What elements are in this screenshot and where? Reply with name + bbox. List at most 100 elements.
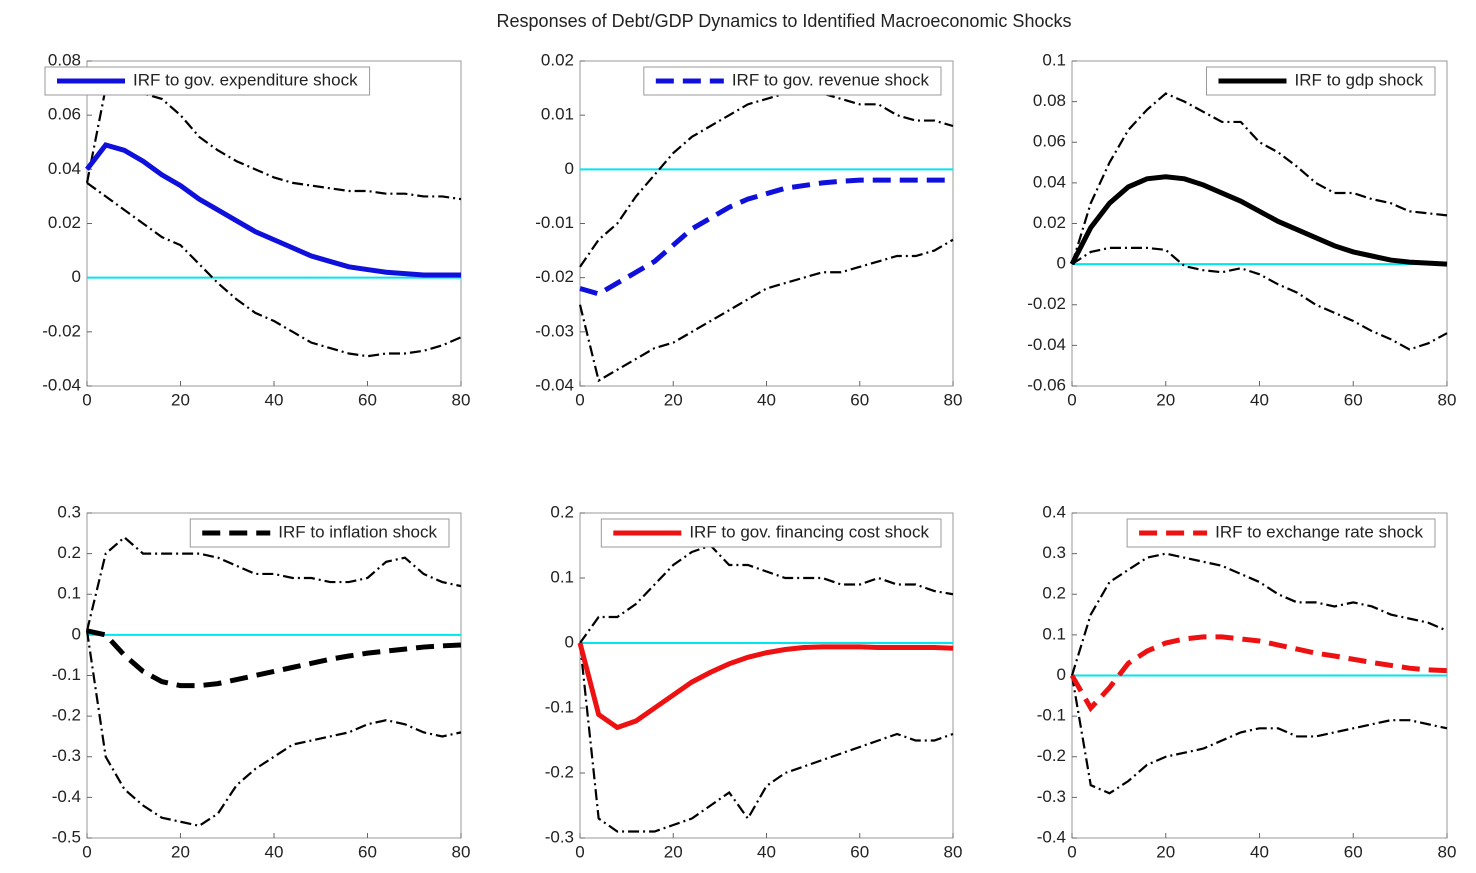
x-tick-label: 40 bbox=[757, 842, 776, 861]
y-tick-label: -0.02 bbox=[42, 321, 81, 340]
x-tick-label: 20 bbox=[664, 842, 683, 861]
y-tick-label: 0.1 bbox=[1042, 50, 1066, 69]
x-tick-label: 80 bbox=[944, 842, 963, 861]
x-tick-label: 0 bbox=[82, 390, 91, 409]
y-tick-label: 0.1 bbox=[550, 567, 574, 586]
y-tick-label: 0.08 bbox=[48, 50, 81, 69]
y-tick-label: 0 bbox=[1057, 665, 1066, 684]
confidence-band bbox=[1070, 92, 1448, 265]
x-tick-label: 0 bbox=[575, 842, 584, 861]
y-tick-label: -0.2 bbox=[52, 706, 81, 725]
subplot: -0.3 -0.2 -0.1 0 0.1 0.2 0 20 40 60 80 IRF to gov. … bbox=[545, 502, 963, 861]
y-tick-label: 0.01 bbox=[541, 105, 574, 124]
y-tick-label: 0.2 bbox=[57, 543, 81, 562]
y-tick-label: -0.3 bbox=[545, 827, 574, 846]
y-tick-label: 0.04 bbox=[1033, 172, 1066, 191]
subplot: -0.5 -0.4 -0.3 -0.2 -0.1 0 0.1 0.2 0.3 0 20 40 60 80 I… bbox=[52, 502, 471, 861]
y-tick-label: 0.06 bbox=[1033, 132, 1066, 151]
x-tick-label: 40 bbox=[265, 390, 284, 409]
irf-line bbox=[579, 177, 953, 297]
y-tick-label: -0.2 bbox=[1037, 746, 1066, 765]
x-tick-label: 20 bbox=[664, 390, 683, 409]
x-tick-label: 40 bbox=[1250, 390, 1269, 409]
y-tick-label: 0.2 bbox=[550, 502, 574, 521]
y-tick-label: 0 bbox=[1057, 254, 1066, 273]
legend-label: IRF to gov. financing cost shock bbox=[689, 522, 929, 541]
legend: IRF to gov. expenditure shock bbox=[44, 66, 371, 96]
y-tick-label: 0 bbox=[72, 624, 81, 643]
confidence-band bbox=[578, 238, 954, 383]
x-tick-label: 20 bbox=[1156, 842, 1175, 861]
x-tick-label: 80 bbox=[452, 842, 471, 861]
y-tick-label: -0.06 bbox=[1027, 375, 1066, 394]
plot-frame bbox=[579, 60, 954, 387]
y-tick-label: -0.04 bbox=[1027, 335, 1066, 354]
y-tick-label: 0.3 bbox=[1042, 543, 1066, 562]
y-tick-label: -0.03 bbox=[535, 321, 574, 340]
x-tick-label: 60 bbox=[850, 842, 869, 861]
y-tick-label: 0 bbox=[72, 267, 81, 286]
confidence-band bbox=[85, 81, 462, 201]
confidence-band bbox=[1071, 246, 1448, 351]
y-tick-label: -0.4 bbox=[1037, 827, 1066, 846]
y-tick-label: 0.2 bbox=[1042, 584, 1066, 603]
confidence-band bbox=[579, 92, 954, 268]
y-tick-label: 0.08 bbox=[1033, 91, 1066, 110]
confidence-band bbox=[1070, 675, 1448, 795]
x-tick-label: 80 bbox=[1438, 390, 1457, 409]
legend-label: IRF to exchange rate shock bbox=[1215, 522, 1423, 541]
x-tick-label: 0 bbox=[1067, 390, 1076, 409]
legend-label: IRF to inflation shock bbox=[278, 522, 437, 541]
subplot: -0.4 -0.3 -0.2 -0.1 0 0.1 0.2 0.3 0.4 0 20 40 60 80 IR… bbox=[1037, 502, 1457, 861]
subplot: -0.04 -0.02 0 0.02 0.04 0.06 0.08 0 20 40 60 80 IRF … bbox=[42, 50, 470, 409]
subplot: -0.04 -0.03 -0.02 -0.01 0 0.01 0.02 0 20 40 60 80 IR… bbox=[535, 50, 962, 409]
x-tick-label: 80 bbox=[944, 390, 963, 409]
y-tick-label: -0.1 bbox=[52, 665, 81, 684]
legend: IRF to inflation shock bbox=[189, 518, 450, 548]
y-tick-label: 0.04 bbox=[48, 159, 81, 178]
x-tick-label: 60 bbox=[850, 390, 869, 409]
y-tick-label: 0.1 bbox=[57, 584, 81, 603]
x-tick-label: 60 bbox=[358, 390, 377, 409]
y-tick-label: 0.3 bbox=[57, 502, 81, 521]
y-tick-label: -0.2 bbox=[545, 762, 574, 781]
legend-label: IRF to gdp shock bbox=[1294, 70, 1423, 89]
legend: IRF to gdp shock bbox=[1205, 66, 1436, 96]
y-tick-label: -0.04 bbox=[42, 375, 81, 394]
y-tick-label: 0.4 bbox=[1042, 502, 1066, 521]
y-tick-label: -0.01 bbox=[535, 213, 574, 232]
x-tick-label: 0 bbox=[1067, 842, 1076, 861]
confidence-band bbox=[86, 181, 462, 358]
plot-frame bbox=[86, 512, 462, 839]
x-tick-label: 60 bbox=[1344, 842, 1363, 861]
y-tick-label: 0.02 bbox=[48, 213, 81, 232]
plot-frame bbox=[579, 512, 954, 839]
irf-line bbox=[1069, 174, 1448, 267]
irf-line bbox=[577, 642, 954, 731]
x-tick-label: 60 bbox=[358, 842, 377, 861]
y-tick-label: 0.06 bbox=[48, 105, 81, 124]
figure-title: Responses of Debt/GDP Dynamics to Identi… bbox=[497, 11, 1072, 31]
legend: IRF to exchange rate shock bbox=[1126, 518, 1436, 548]
y-tick-label: -0.3 bbox=[1037, 787, 1066, 806]
y-tick-label: -0.02 bbox=[535, 267, 574, 286]
x-tick-label: 20 bbox=[171, 842, 190, 861]
x-tick-label: 60 bbox=[1344, 390, 1363, 409]
y-tick-label: -0.02 bbox=[1027, 294, 1066, 313]
irf-line bbox=[1069, 634, 1448, 713]
x-tick-label: 40 bbox=[265, 842, 284, 861]
y-tick-label: 0 bbox=[565, 159, 574, 178]
legend-label: IRF to gov. expenditure shock bbox=[133, 70, 358, 89]
confidence-band bbox=[1070, 552, 1448, 676]
x-tick-label: 80 bbox=[1438, 842, 1457, 861]
subplot: -0.06 -0.04 -0.02 0 0.02 0.04 0.06 0.08 0.1 0 20 40… bbox=[1027, 50, 1456, 409]
x-tick-label: 40 bbox=[1250, 842, 1269, 861]
y-tick-label: 0.1 bbox=[1042, 624, 1066, 643]
x-tick-label: 0 bbox=[82, 842, 91, 861]
plot-frame bbox=[1071, 60, 1448, 387]
x-tick-label: 0 bbox=[575, 390, 584, 409]
irf-line bbox=[85, 142, 461, 278]
y-tick-label: -0.3 bbox=[52, 746, 81, 765]
confidence-band bbox=[579, 544, 954, 644]
